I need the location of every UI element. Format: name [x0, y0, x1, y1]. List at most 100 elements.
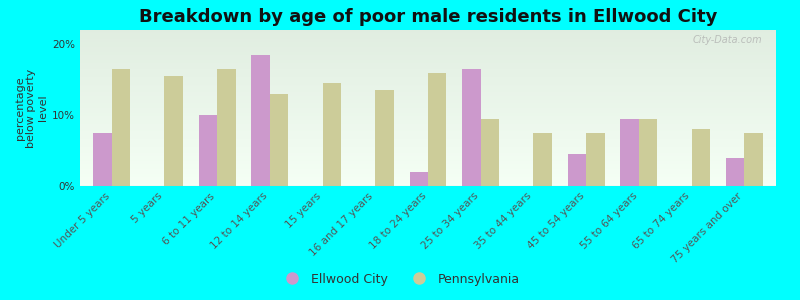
Bar [80, 128, 776, 130]
Bar [692, 129, 710, 186]
Bar [80, 183, 776, 184]
Bar [80, 43, 776, 44]
Bar [80, 74, 776, 75]
Bar [410, 172, 428, 186]
Bar [80, 116, 776, 117]
Bar [80, 146, 776, 147]
Bar [80, 102, 776, 103]
Bar [80, 147, 776, 148]
Bar [112, 69, 130, 186]
Bar [80, 158, 776, 160]
Bar [534, 133, 552, 186]
Bar [80, 161, 776, 163]
Bar [80, 63, 776, 64]
Bar [80, 169, 776, 170]
Bar [80, 153, 776, 155]
Bar [80, 58, 776, 60]
Bar [80, 122, 776, 124]
Bar [80, 60, 776, 61]
Y-axis label: percentage
below poverty
level: percentage below poverty level [14, 68, 48, 148]
Bar [80, 105, 776, 106]
Bar [80, 113, 776, 114]
Bar [80, 110, 776, 111]
Bar [80, 178, 776, 180]
Bar [80, 106, 776, 108]
Bar [481, 118, 499, 186]
Bar [80, 39, 776, 41]
Bar [80, 131, 776, 133]
Bar [80, 170, 776, 172]
Bar [639, 118, 658, 186]
Bar [80, 150, 776, 152]
Bar [80, 155, 776, 156]
Bar [80, 184, 776, 186]
Bar [80, 99, 776, 100]
Bar [80, 56, 776, 58]
Bar [80, 41, 776, 43]
Bar [80, 114, 776, 116]
Bar [80, 138, 776, 139]
Bar [586, 133, 605, 186]
Bar [270, 94, 288, 186]
Bar [80, 53, 776, 55]
Bar [80, 173, 776, 175]
Bar [80, 77, 776, 78]
Bar [80, 69, 776, 70]
Bar [80, 97, 776, 99]
Bar [428, 73, 446, 186]
Bar [80, 121, 776, 122]
Bar [80, 75, 776, 77]
Bar [80, 177, 776, 178]
Bar [80, 92, 776, 94]
Bar [80, 38, 776, 39]
Bar [80, 33, 776, 35]
Bar [80, 119, 776, 121]
Bar [80, 86, 776, 88]
Bar [80, 164, 776, 166]
Bar [80, 72, 776, 74]
Bar [80, 130, 776, 131]
Bar [80, 142, 776, 144]
Bar [80, 124, 776, 125]
Bar [375, 90, 394, 186]
Bar [80, 85, 776, 86]
Bar [80, 144, 776, 146]
Bar [322, 83, 341, 186]
Bar [462, 69, 481, 186]
Bar [93, 133, 112, 186]
Bar [80, 148, 776, 150]
Bar [744, 133, 763, 186]
Bar [80, 160, 776, 161]
Bar [80, 78, 776, 80]
Bar [568, 154, 586, 186]
Bar [80, 127, 776, 128]
Bar [80, 82, 776, 83]
Bar [80, 139, 776, 141]
Bar [80, 152, 776, 153]
Bar [80, 167, 776, 169]
Bar [80, 30, 776, 31]
Bar [80, 94, 776, 95]
Bar [80, 83, 776, 85]
Bar [80, 36, 776, 38]
Bar [80, 136, 776, 138]
Bar [80, 68, 776, 69]
Bar [80, 44, 776, 46]
Bar [80, 156, 776, 158]
Bar [80, 172, 776, 173]
Bar [80, 125, 776, 127]
Bar [80, 95, 776, 97]
Bar [80, 117, 776, 119]
Bar [198, 115, 217, 186]
Bar [80, 100, 776, 102]
Bar [80, 55, 776, 56]
Bar [80, 111, 776, 113]
Bar [80, 133, 776, 134]
Legend: Ellwood City, Pennsylvania: Ellwood City, Pennsylvania [275, 268, 525, 291]
Bar [80, 32, 776, 33]
Bar [80, 88, 776, 89]
Bar [80, 175, 776, 177]
Bar [80, 89, 776, 91]
Bar [80, 49, 776, 50]
Bar [80, 46, 776, 47]
